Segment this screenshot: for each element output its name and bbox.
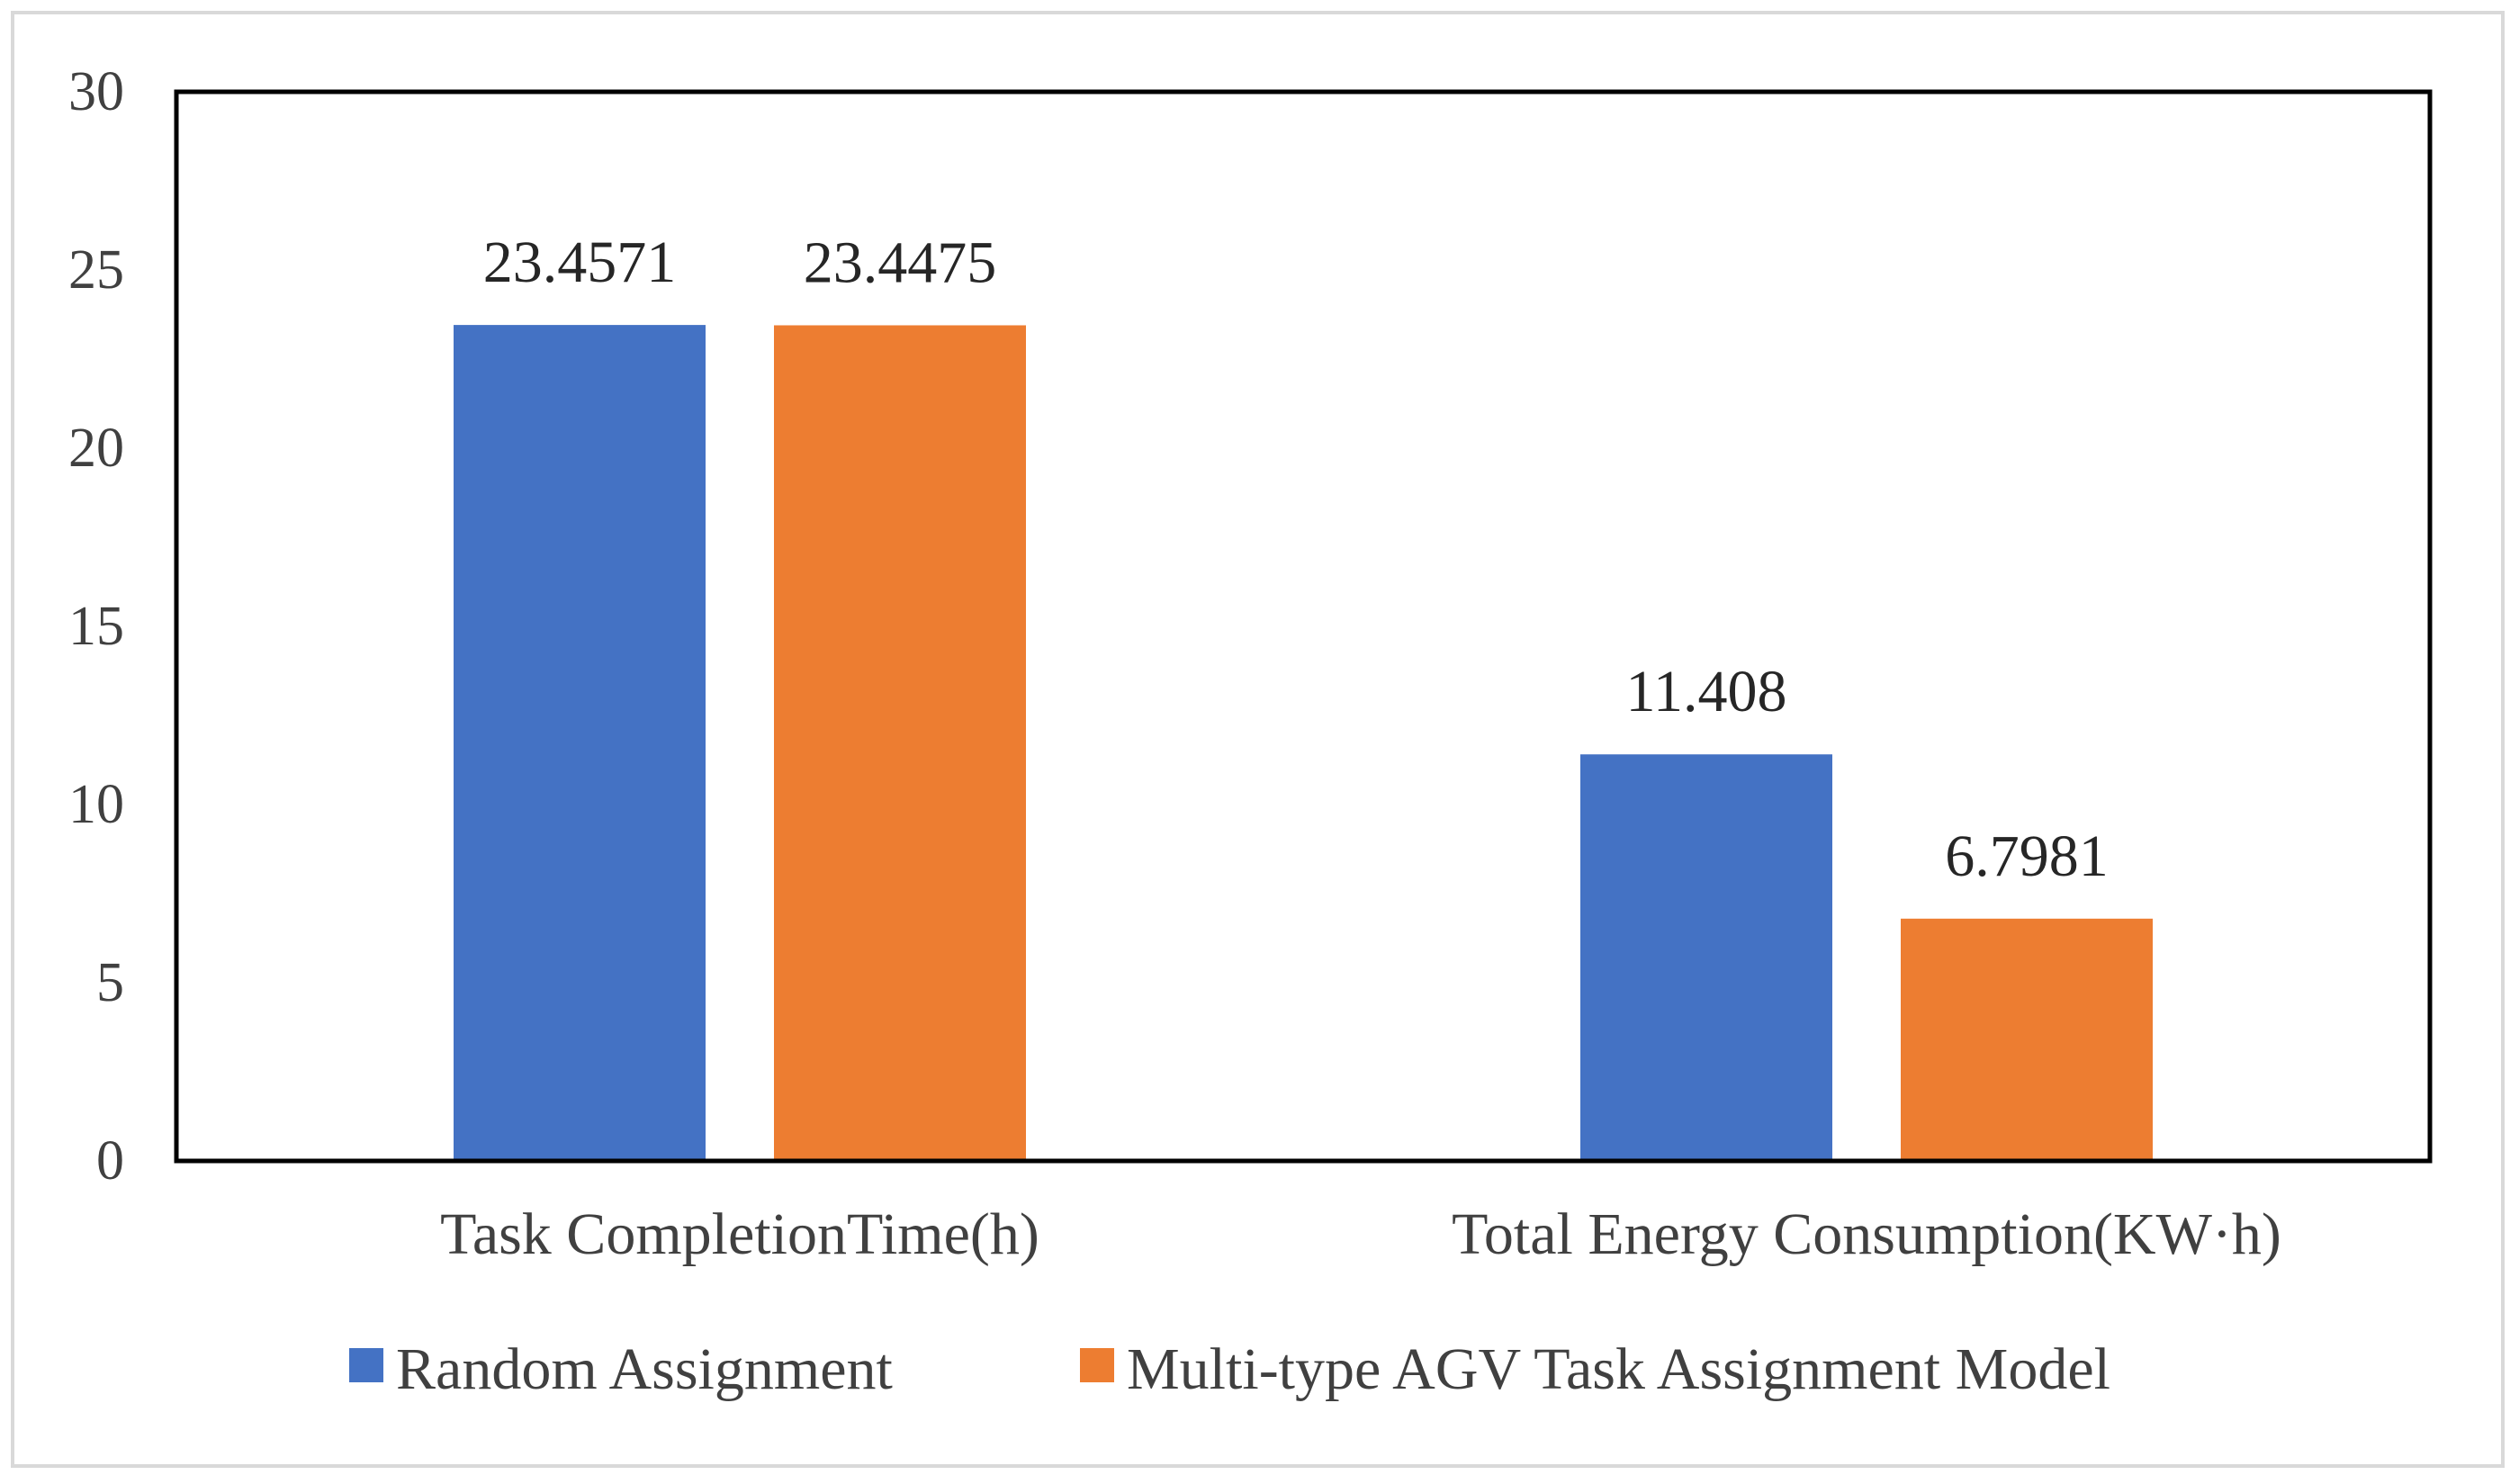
data-label: 23.4475 <box>804 229 997 295</box>
y-tick-label: 10 <box>68 774 124 835</box>
data-labels: 23.4571 23.4475 11.408 6.7981 <box>483 229 2109 889</box>
data-label: 11.408 <box>1625 659 1786 724</box>
legend-label: Multi-type AGV Task Assignment Model <box>1127 1336 2110 1402</box>
bar-multi-type-agv-0 <box>774 325 1026 1161</box>
bar-random-assignment-0 <box>454 325 706 1161</box>
bar-multi-type-agv-1 <box>1901 918 2153 1161</box>
data-label: 6.7981 <box>1945 823 2109 889</box>
y-tick-label: 15 <box>68 596 124 657</box>
legend-swatch <box>349 1348 383 1382</box>
legend-swatch <box>1080 1348 1114 1382</box>
plot-area-border <box>174 89 2433 1164</box>
legend: Random Assignment Multi-type AGV Task Ass… <box>349 1336 2110 1402</box>
y-tick-label: 30 <box>68 61 124 122</box>
legend-label: Random Assignment <box>396 1336 893 1402</box>
category-label: Total Energy Consumption(KW·h) <box>1452 1201 2281 1267</box>
y-tick-label: 20 <box>68 418 124 479</box>
bar-random-assignment-1 <box>1580 754 1832 1161</box>
category-label: Task CompletionTime(h) <box>440 1201 1039 1267</box>
y-tick-label: 25 <box>68 239 124 301</box>
chart-frame <box>11 11 2505 1468</box>
x-axis-categories: Task CompletionTime(h) Total Energy Consu… <box>440 1201 2281 1267</box>
data-label: 23.4571 <box>483 229 677 295</box>
y-axis-ticks: 0 5 10 15 20 25 30 <box>68 61 124 1192</box>
y-tick-label: 0 <box>96 1130 124 1192</box>
bars <box>454 325 2153 1161</box>
y-tick-label: 5 <box>96 952 124 1013</box>
